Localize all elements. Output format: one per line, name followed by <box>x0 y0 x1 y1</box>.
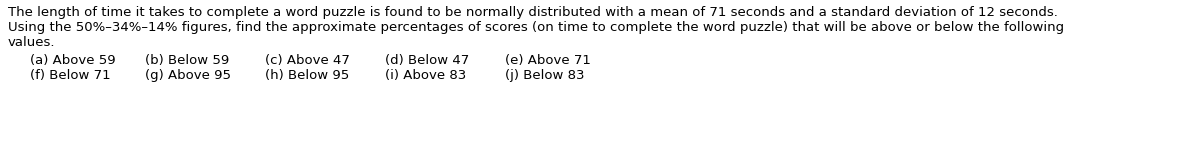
Text: (j) Below 83: (j) Below 83 <box>505 69 584 82</box>
Text: (f) Below 71: (f) Below 71 <box>30 69 110 82</box>
Text: values.: values. <box>8 36 55 49</box>
Text: (g) Above 95: (g) Above 95 <box>145 69 230 82</box>
Text: The length of time it takes to complete a word puzzle is found to be normally di: The length of time it takes to complete … <box>8 6 1058 19</box>
Text: (e) Above 71: (e) Above 71 <box>505 54 590 67</box>
Text: (a) Above 59: (a) Above 59 <box>30 54 115 67</box>
Text: (b) Below 59: (b) Below 59 <box>145 54 229 67</box>
Text: Using the 50%–34%–14% figures, find the approximate percentages of scores (on ti: Using the 50%–34%–14% figures, find the … <box>8 21 1064 34</box>
Text: (c) Above 47: (c) Above 47 <box>265 54 350 67</box>
Text: (h) Below 95: (h) Below 95 <box>265 69 349 82</box>
Text: (i) Above 83: (i) Above 83 <box>385 69 467 82</box>
Text: (d) Below 47: (d) Below 47 <box>385 54 469 67</box>
